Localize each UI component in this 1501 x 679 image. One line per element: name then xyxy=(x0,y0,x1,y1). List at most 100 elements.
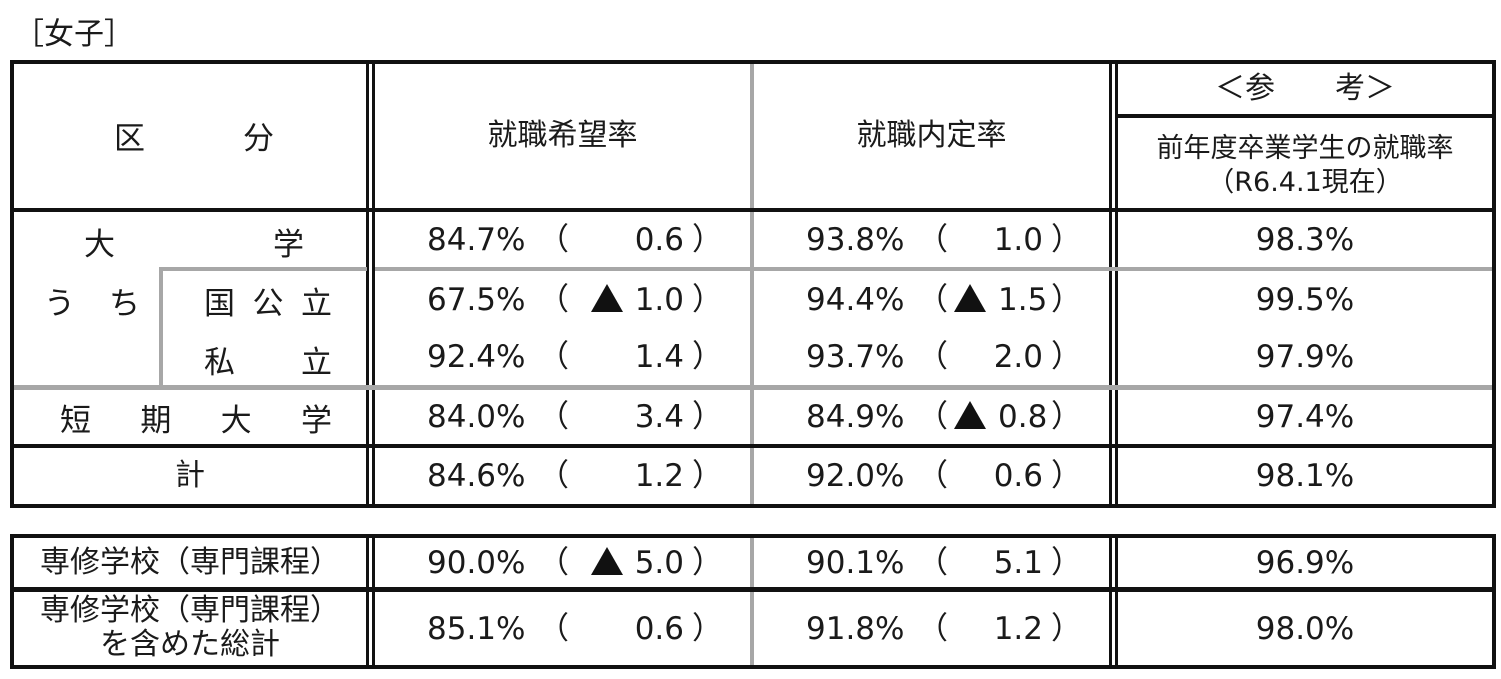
paren-open: （ xyxy=(538,281,569,318)
divider xyxy=(14,587,1492,592)
desire-diff-number: 3.4 xyxy=(634,399,684,435)
reference-rate-value: 98.0% xyxy=(1255,610,1355,647)
header-reference-sub2: （R6.4.1現在） xyxy=(1207,167,1403,198)
paren-open: （ xyxy=(538,610,569,647)
divider xyxy=(372,538,375,665)
offer-diff-value: 1.2 xyxy=(954,612,1043,646)
offer-diff-value: 2.0 xyxy=(954,340,1043,374)
reference-rate-value: 98.1% xyxy=(1255,458,1355,494)
paren-close: ） xyxy=(1051,544,1082,581)
desire-diff-value: 0.6 xyxy=(575,612,684,646)
triangle-up-icon xyxy=(590,546,623,575)
paren-open: （ xyxy=(538,399,569,435)
divider xyxy=(1109,64,1112,504)
desire-diff-number: 5.0 xyxy=(634,544,684,581)
offer-diff-number: 2.0 xyxy=(993,338,1043,375)
offer-diff-value: 5.1 xyxy=(954,546,1043,580)
paren-close: ） xyxy=(1051,281,1082,318)
triangle-up-icon xyxy=(590,283,623,312)
divider xyxy=(1115,64,1118,504)
paren-open: （ xyxy=(917,221,948,258)
row-label-uchi: う ち xyxy=(44,286,140,322)
header-reference-title: ＜参 考＞ xyxy=(1215,71,1395,106)
paren-close: ） xyxy=(692,281,723,318)
triangle-up-icon xyxy=(954,283,986,312)
divider xyxy=(366,64,369,504)
divider xyxy=(14,385,1492,390)
paren-open: （ xyxy=(538,458,569,494)
offer-rate-value: 84.9% xyxy=(806,399,905,435)
desire-rate-value: 67.5% xyxy=(427,281,526,318)
offer-diff-number: 0.8 xyxy=(998,399,1048,435)
offer-diff-value: 0.8 xyxy=(954,400,1047,434)
desire-rate-value: 90.0% xyxy=(427,544,526,581)
paren-close: ） xyxy=(1051,458,1082,494)
paren-close: ） xyxy=(692,610,723,647)
row-label-national-public: 国 公 立 xyxy=(204,286,332,322)
desire-diff-value: 3.4 xyxy=(575,400,684,434)
paren-open: （ xyxy=(538,221,569,258)
desire-rate-value: 84.7% xyxy=(427,221,526,258)
paren-close: ） xyxy=(692,544,723,581)
offer-rate-value: 93.8% xyxy=(806,221,905,258)
paren-open: （ xyxy=(538,544,569,581)
desire-diff-number: 0.6 xyxy=(634,610,684,647)
offer-diff-number: 5.1 xyxy=(993,544,1043,581)
divider xyxy=(14,208,1492,212)
paren-close: ） xyxy=(1051,399,1082,435)
paren-open: （ xyxy=(917,399,948,435)
paren-open: （ xyxy=(917,544,948,581)
offer-diff-number: 0.6 xyxy=(993,458,1043,494)
offer-diff-value: 1.5 xyxy=(954,283,1047,317)
divider xyxy=(14,444,1492,448)
paren-close: ） xyxy=(692,458,723,494)
desire-diff-number: 0.6 xyxy=(634,221,684,258)
desire-diff-value: 0.6 xyxy=(575,223,684,257)
reference-rate-value: 99.5% xyxy=(1255,281,1355,318)
offer-diff-number: 1.5 xyxy=(998,281,1048,318)
offer-diff-number: 1.0 xyxy=(993,221,1043,258)
reference-rate-value: 96.9% xyxy=(1255,544,1355,581)
divider xyxy=(750,538,754,665)
desire-diff-value: 1.4 xyxy=(575,340,684,374)
paren-close: ） xyxy=(1051,221,1082,258)
header-reference-sub1: 前年度卒業学生の就職率 xyxy=(1156,133,1454,164)
row-label-grand-total-line2: を含めた総計 xyxy=(100,627,280,662)
paren-open: （ xyxy=(917,610,948,647)
reference-rate-value: 97.4% xyxy=(1255,399,1355,435)
desire-diff-value: 1.2 xyxy=(575,459,684,493)
reference-rate-value: 97.9% xyxy=(1255,338,1355,375)
divider xyxy=(1109,538,1112,665)
row-label-total: 計 xyxy=(175,458,205,493)
paren-close: ） xyxy=(1051,610,1082,647)
header-desire-rate: 就職希望率 xyxy=(487,118,638,153)
row-label-junior-college: 短 期 大 学 xyxy=(60,403,332,439)
desire-rate-value: 84.6% xyxy=(427,458,526,494)
paren-open: （ xyxy=(917,338,948,375)
divider xyxy=(372,64,375,504)
offer-diff-value: 1.0 xyxy=(954,223,1043,257)
divider xyxy=(375,267,1492,271)
desire-diff-number: 1.2 xyxy=(634,458,684,494)
offer-diff-value: 0.6 xyxy=(954,459,1043,493)
desire-rate-value: 85.1% xyxy=(427,610,526,647)
paren-close: ） xyxy=(692,399,723,435)
divider xyxy=(159,267,367,271)
divider xyxy=(159,267,163,385)
row-label-vocational: 専修学校（専門課程） xyxy=(40,544,340,580)
paren-open: （ xyxy=(917,281,948,318)
row-label-private: 私 立 xyxy=(204,345,332,381)
paren-close: ） xyxy=(1051,338,1082,375)
offer-rate-value: 93.7% xyxy=(806,338,905,375)
offer-rate-value: 92.0% xyxy=(806,458,905,494)
paren-open: （ xyxy=(917,458,948,494)
row-label-university: 大 学 xyxy=(84,227,304,263)
offer-rate-value: 94.4% xyxy=(806,281,905,318)
reference-rate-value: 98.3% xyxy=(1255,221,1355,258)
divider xyxy=(1115,538,1118,665)
row-label-grand-total-line1: 専修学校（専門課程） xyxy=(40,593,340,628)
offer-rate-value: 91.8% xyxy=(806,610,905,647)
paren-close: ） xyxy=(692,221,723,258)
desire-rate-value: 84.0% xyxy=(427,399,526,435)
desire-diff-number: 1.0 xyxy=(634,281,684,318)
